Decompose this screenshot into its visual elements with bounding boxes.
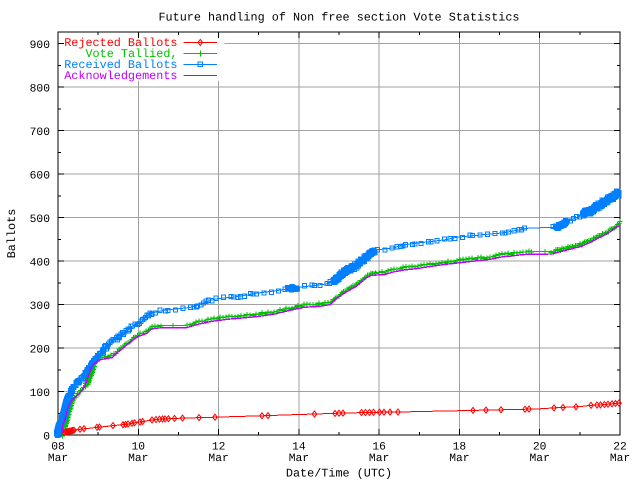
svg-text:Ballots: Ballots [5,209,19,259]
svg-text:0: 0 [43,431,50,443]
svg-text:Mar: Mar [128,453,148,465]
svg-text:Mar: Mar [369,453,389,465]
svg-text:16: 16 [372,442,386,454]
svg-text:400: 400 [30,257,51,269]
svg-text:Acknowledgements: Acknowledgements [64,69,177,83]
svg-text:Received Ballots: Received Ballots [64,58,177,72]
svg-text:100: 100 [30,388,51,400]
svg-text:Mar: Mar [449,453,469,465]
svg-text:Mar: Mar [208,453,228,465]
svg-text:700: 700 [30,127,51,139]
svg-text:Date/Time (UTC): Date/Time (UTC) [286,467,392,480]
svg-text:Mar: Mar [289,453,309,465]
svg-text:Mar: Mar [610,453,630,465]
svg-text:22: 22 [613,442,627,454]
svg-text:600: 600 [30,170,51,182]
svg-text:500: 500 [30,214,51,226]
svg-text:Rejected Ballots: Rejected Ballots [64,36,177,50]
svg-text:Future handling of Non free se: Future handling of Non free section Vote… [158,11,519,25]
svg-text:900: 900 [30,40,51,52]
svg-text:08: 08 [51,442,65,454]
svg-text:20: 20 [533,442,547,454]
svg-text:12: 12 [212,442,226,454]
svg-text:800: 800 [30,83,51,95]
svg-text:10: 10 [132,442,146,454]
svg-text:Mar: Mar [48,453,68,465]
svg-text:200: 200 [30,344,51,356]
svg-text:14: 14 [292,442,306,454]
svg-text:18: 18 [453,442,467,454]
svg-text:Vote Tallied,: Vote Tallied, [85,47,177,61]
svg-text:Mar: Mar [530,453,550,465]
svg-text:300: 300 [30,301,51,313]
